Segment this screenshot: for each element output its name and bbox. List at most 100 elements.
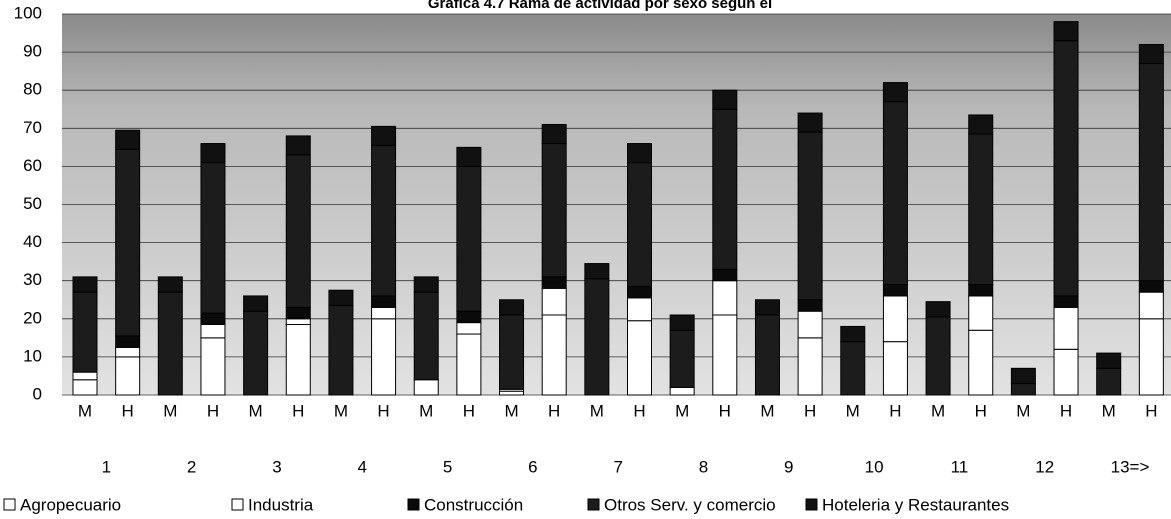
legend-label: Hoteleria y Restaurantes [822,495,1009,514]
bar-segment [285,306,311,320]
y-tick-label: 80 [23,80,42,99]
bar-segment [541,314,567,396]
group-label: 8 [699,457,708,476]
x-tick-label: M [419,401,433,420]
bar-segment [456,146,482,167]
x-tick-label: M [78,401,92,420]
bar-segment [1010,367,1036,385]
bar-segment [72,276,98,293]
x-tick-label: H [719,401,731,420]
y-tick-label: 60 [23,156,42,175]
group-label: 2 [187,457,196,476]
y-tick-label: 100 [14,3,42,22]
y-tick-label: 90 [23,42,42,61]
bar-segment [413,276,439,293]
legend-swatch [3,498,16,511]
x-tick-label: H [1145,401,1157,420]
x-tick-label: H [633,401,645,420]
bar-segment [1096,367,1122,396]
bar-segment [541,287,567,316]
bar-segment [328,289,354,306]
bar-segment [968,114,994,135]
bar-segment [627,297,652,322]
legend-swatch [587,498,600,511]
bar-segment [115,129,141,150]
x-tick-label: H [463,401,475,420]
bar-segment [712,314,738,396]
group-label: 4 [358,457,367,476]
x-tick-label: H [548,401,560,420]
bar-segment [584,263,610,280]
x-tick-label: H [292,401,304,420]
bar-segment [371,318,397,396]
bar-segment [456,165,482,312]
bar-segment [285,135,311,156]
x-tick-label: M [1016,401,1030,420]
bar-segment [882,284,908,297]
bar-segment [499,299,525,316]
bar-segment [200,324,226,339]
legend-label: Construcción [424,495,523,514]
x-tick-label: M [163,401,177,420]
group-label: 12 [1035,457,1054,476]
legend-swatch [231,498,244,511]
bar-segment [371,144,397,297]
bar-segment [797,337,823,396]
bar-segment [840,325,866,343]
bar-segment [882,82,908,103]
bar-segment [712,280,738,316]
bar-segment [797,310,823,339]
bar-segment [797,131,823,301]
x-tick-label: M [1102,401,1116,420]
x-tick-label: M [931,401,945,420]
x-tick-label: H [1060,401,1072,420]
bar-segment [968,295,994,331]
bar-segment [72,371,98,381]
bar-segment [72,379,98,396]
bar-segment [968,329,994,396]
bar-segment [200,337,226,396]
bar-segment [1138,63,1164,282]
bar-segment [1053,348,1079,396]
bar-segment [1053,21,1079,42]
bar-segment [968,133,994,286]
group-label: 7 [613,457,622,476]
y-tick-label: 30 [23,270,42,289]
bar-segment [882,295,908,343]
bar-segment [456,310,482,324]
bar-segment [1010,383,1036,396]
group-label: 6 [528,457,537,476]
bar-segment [72,291,98,373]
x-tick-label: H [889,401,901,420]
bar-segment [157,276,183,293]
bar-segment [200,162,226,314]
bar-segment [1096,352,1122,369]
group-label: 3 [272,457,281,476]
bar-segment [328,304,354,396]
bar-segment [1053,40,1079,297]
group-label: 9 [784,457,793,476]
bar-segment [285,324,311,396]
bar-segment [200,143,226,164]
group-label: 11 [951,457,969,476]
bar-segment [285,154,311,308]
y-tick-label: 0 [33,384,42,403]
bar-segment [627,162,652,287]
bar-segment [925,301,951,318]
bar-segment [712,268,738,282]
x-tick-label: H [377,401,389,420]
y-tick-label: 50 [23,194,42,213]
bar-segment [541,143,567,278]
x-tick-label: H [804,401,816,420]
group-label: 10 [865,457,884,476]
bar-segment [371,295,397,308]
bar-segment [499,390,525,396]
legend-swatch [805,498,818,511]
group-label: 5 [443,457,452,476]
chart-title: Gráfica 4.7 Rama de actividad por sexo s… [428,0,772,12]
x-tick-label: M [590,401,604,420]
x-tick-label: M [675,401,689,420]
y-tick-label: 70 [23,118,42,137]
x-tick-label: M [504,401,518,420]
bar-segment [797,112,823,133]
